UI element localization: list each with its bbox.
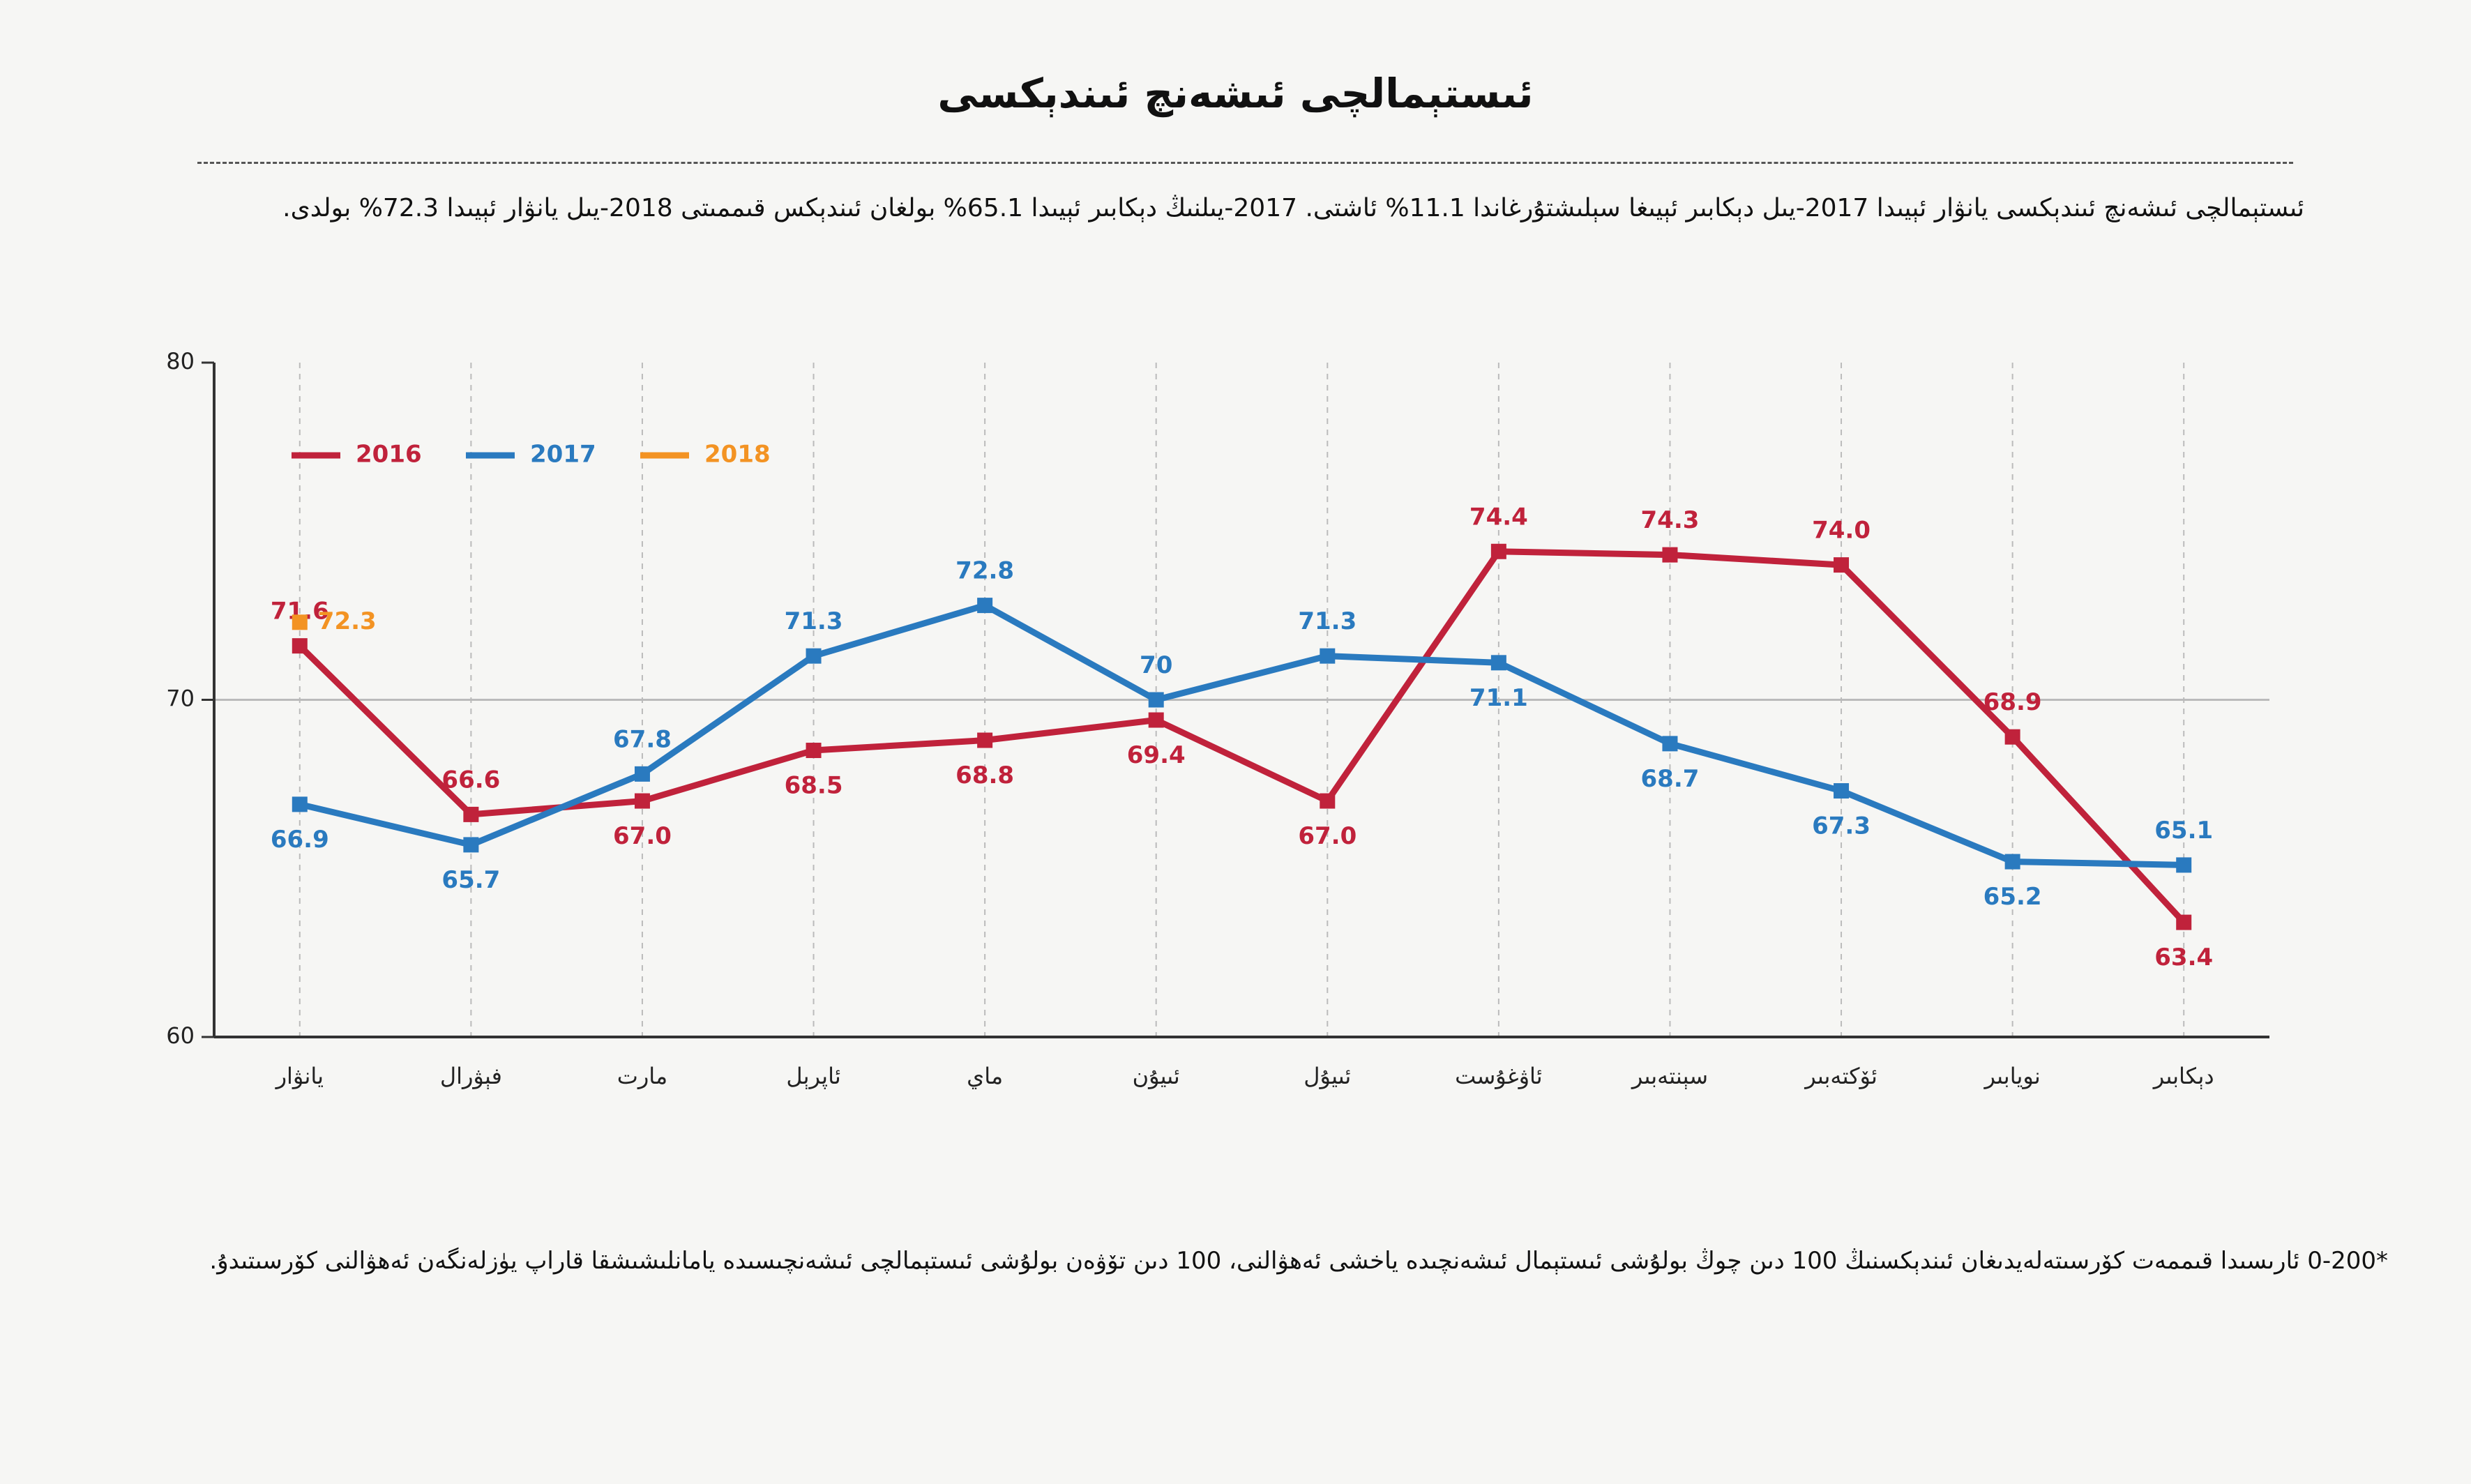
marker [806, 743, 822, 759]
y-tick-label: 80 [166, 348, 195, 374]
data-label: 68.9 [1983, 688, 2042, 716]
marker [1320, 793, 1336, 809]
data-label: 72.3 [318, 607, 377, 635]
x-tick-label: فېۋرال [440, 1063, 502, 1089]
marker [2176, 914, 2192, 930]
x-tick-label: ئۆكتەبىر [1804, 1063, 1877, 1089]
marker [2176, 857, 2192, 873]
marker [1148, 712, 1164, 728]
data-label: 71.3 [785, 607, 843, 635]
x-tick-label: مارت [617, 1063, 667, 1089]
marker [1490, 543, 1506, 559]
marker [463, 806, 479, 822]
data-label: 67.0 [1298, 822, 1357, 850]
marker [1148, 692, 1164, 708]
marker [634, 766, 650, 782]
data-label: 69.4 [1127, 741, 1186, 769]
marker [292, 614, 308, 630]
marker [463, 837, 479, 853]
data-label: 74.0 [1812, 517, 1871, 545]
x-tick-label: ئاۋغۇست [1455, 1063, 1543, 1089]
marker [1834, 557, 1850, 573]
data-label: 74.4 [1469, 503, 1528, 531]
y-tick-label: 70 [166, 686, 195, 712]
x-tick-label: ئاپرېل [786, 1063, 840, 1089]
x-tick-label: نويابىر [1983, 1063, 2040, 1089]
legend-label: 2016 [356, 441, 422, 469]
series-line [299, 602, 2184, 868]
data-label: 72.8 [955, 557, 1014, 585]
x-tick-label: سېنتەبىر [1631, 1063, 1708, 1089]
data-label: 65.1 [2154, 817, 2213, 845]
data-label: 63.4 [2154, 944, 2213, 971]
data-label: 67.8 [613, 725, 672, 753]
data-label: 66.6 [441, 766, 500, 794]
x-tick-label: ئىيۇل [1303, 1063, 1351, 1089]
series-line [297, 548, 2186, 925]
marker [806, 648, 822, 664]
chart-title: ئىستېمالچى ئىشەنچ ئىندېكسى [937, 70, 1534, 117]
marker [977, 598, 993, 614]
divider [197, 162, 2293, 164]
data-label: 68.7 [1641, 765, 1700, 793]
data-label: 74.3 [1641, 506, 1700, 534]
marker [634, 793, 650, 809]
data-label: 68.5 [785, 772, 843, 800]
marker [292, 638, 308, 654]
legend-label: 2018 [704, 441, 771, 469]
marker [1662, 736, 1678, 752]
marker [292, 796, 308, 812]
data-label: 67.0 [613, 822, 672, 850]
data-label: 71.3 [1298, 607, 1357, 635]
marker [977, 732, 993, 748]
y-tick-label: 60 [166, 1022, 195, 1049]
data-label: 65.2 [1983, 883, 2042, 911]
marker [2004, 729, 2020, 745]
legend-label: 2017 [530, 441, 596, 469]
x-tick-label: يانۋار [275, 1063, 324, 1089]
data-label: 70 [1140, 651, 1172, 679]
data-label: 68.8 [955, 762, 1014, 789]
data-label: 65.7 [441, 866, 500, 894]
marker [2004, 854, 2020, 870]
x-tick-label: دېكابىر [2152, 1063, 2214, 1089]
marker [1834, 783, 1850, 799]
chart-subtitle: ئىستېمالچى ئىشەنچ ئىندېكسى يانۋار ئېيىدا… [282, 194, 2304, 222]
data-label: 67.3 [1812, 812, 1871, 840]
marker [1662, 547, 1678, 563]
footnote: *0-200 ئارىسىدا قىممەت كۆرسىتەلەيدىغان ئ… [209, 1247, 2388, 1275]
x-tick-label: ئىيۇن [1133, 1063, 1180, 1089]
data-label: 71.1 [1469, 684, 1528, 712]
data-label: 66.9 [271, 826, 329, 854]
marker [1320, 648, 1336, 664]
x-tick-label: ماي [967, 1063, 1003, 1089]
marker [1490, 655, 1506, 671]
